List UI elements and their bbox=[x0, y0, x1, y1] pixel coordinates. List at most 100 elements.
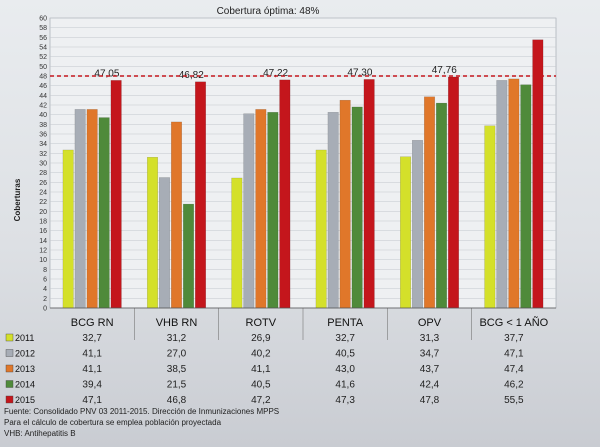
bar bbox=[231, 177, 243, 309]
y-tick-label: 0 bbox=[43, 306, 47, 313]
category-label: OPV bbox=[418, 317, 442, 329]
top-value-label: 47,30 bbox=[347, 67, 372, 78]
bar bbox=[363, 79, 375, 309]
source-note: Para el cálculo de cobertura se emplea p… bbox=[4, 418, 222, 427]
y-tick-label: 6 bbox=[43, 277, 47, 284]
legend-label: 2014 bbox=[15, 380, 35, 390]
bar bbox=[508, 78, 520, 309]
bar bbox=[532, 39, 544, 309]
y-tick-label: 58 bbox=[39, 25, 47, 32]
top-value-label: 47,05 bbox=[94, 68, 119, 79]
bar bbox=[327, 112, 339, 309]
bar bbox=[171, 121, 182, 309]
y-tick-label: 48 bbox=[39, 74, 47, 81]
table-value-label: 41,1 bbox=[82, 349, 102, 360]
bar bbox=[484, 125, 496, 309]
chart-title: Cobertura óptima: 48% bbox=[217, 6, 320, 17]
table-value-label: 47,3 bbox=[335, 395, 355, 406]
bar bbox=[147, 156, 158, 309]
legend-swatch bbox=[5, 364, 14, 373]
legend-label: 2015 bbox=[15, 395, 35, 405]
table-value-label: 31,3 bbox=[420, 333, 440, 344]
bar bbox=[74, 109, 86, 309]
top-value-label: 47,76 bbox=[432, 65, 457, 76]
y-tick-label: 54 bbox=[39, 45, 47, 52]
legend-swatch bbox=[5, 333, 14, 342]
y-tick-label: 32 bbox=[39, 151, 47, 158]
table-value-label: 46,8 bbox=[167, 395, 187, 406]
table-value-label: 55,5 bbox=[504, 395, 524, 406]
bar bbox=[315, 149, 327, 309]
category-label: BCG < 1 AÑO bbox=[479, 316, 548, 329]
table-value-label: 32,7 bbox=[82, 333, 102, 344]
legend-swatch bbox=[5, 395, 14, 404]
bar bbox=[255, 109, 267, 309]
y-tick-label: 30 bbox=[39, 161, 47, 168]
table-value-label: 21,5 bbox=[167, 380, 187, 391]
bar bbox=[424, 96, 435, 309]
table-value-label: 43,0 bbox=[335, 364, 355, 375]
y-tick-label: 14 bbox=[39, 238, 47, 245]
bar bbox=[520, 84, 532, 309]
y-tick-label: 34 bbox=[39, 141, 47, 148]
table-value-label: 39,4 bbox=[82, 380, 102, 391]
table-value-label: 47,4 bbox=[504, 364, 524, 375]
table-value-label: 43,7 bbox=[420, 364, 440, 375]
bar bbox=[448, 76, 459, 309]
bar bbox=[339, 99, 351, 309]
bar bbox=[496, 80, 508, 309]
y-tick-label: 50 bbox=[39, 64, 47, 71]
y-tick-label: 22 bbox=[39, 199, 47, 206]
bar bbox=[351, 106, 363, 309]
y-tick-label: 40 bbox=[39, 112, 47, 119]
category-label: VHB RN bbox=[156, 317, 198, 329]
category-label: BCG RN bbox=[71, 317, 114, 329]
y-tick-label: 36 bbox=[39, 132, 47, 139]
table-value-label: 41,1 bbox=[251, 364, 271, 375]
bar bbox=[86, 109, 98, 309]
table-value-label: 26,9 bbox=[251, 333, 271, 344]
y-tick-label: 4 bbox=[43, 286, 47, 293]
legend-swatch bbox=[5, 380, 14, 388]
y-tick-label: 16 bbox=[39, 228, 47, 235]
bar bbox=[436, 102, 447, 309]
bar bbox=[267, 112, 279, 309]
legend-label: 2012 bbox=[15, 349, 35, 359]
table-value-label: 40,5 bbox=[251, 380, 271, 391]
y-axis-label: Coberturas bbox=[13, 178, 22, 221]
y-tick-label: 12 bbox=[39, 248, 47, 255]
legend-label: 2013 bbox=[15, 364, 35, 374]
table-value-label: 40,5 bbox=[335, 349, 355, 360]
table-value-label: 47,8 bbox=[420, 395, 440, 406]
table-value-label: 42,4 bbox=[420, 380, 440, 391]
legend-swatch bbox=[5, 349, 14, 357]
bar bbox=[183, 203, 194, 309]
bar bbox=[412, 140, 423, 309]
bar bbox=[62, 149, 74, 309]
table-value-label: 34,7 bbox=[420, 349, 440, 360]
y-tick-label: 28 bbox=[39, 170, 47, 177]
category-label: ROTV bbox=[246, 317, 277, 329]
bar bbox=[110, 80, 122, 309]
table-value-label: 38,5 bbox=[167, 364, 187, 375]
bar bbox=[159, 177, 170, 309]
table-value-label: 37,7 bbox=[504, 333, 524, 344]
y-tick-label: 44 bbox=[39, 93, 47, 100]
table-value-label: 41,6 bbox=[335, 380, 355, 391]
y-tick-label: 38 bbox=[39, 122, 47, 129]
top-value-label: 47,22 bbox=[263, 68, 288, 79]
table-value-label: 27,0 bbox=[167, 349, 187, 360]
y-tick-label: 52 bbox=[39, 54, 47, 61]
table-value-label: 47,2 bbox=[251, 395, 271, 406]
source-note: Fuente: Consolidado PNV 03 2011-2015. Di… bbox=[4, 407, 279, 416]
y-tick-label: 56 bbox=[39, 35, 47, 42]
y-tick-label: 60 bbox=[39, 16, 47, 23]
y-tick-label: 42 bbox=[39, 103, 47, 110]
legend-label: 2011 bbox=[15, 333, 34, 343]
bar bbox=[400, 156, 411, 309]
bar bbox=[98, 117, 110, 309]
y-tick-label: 20 bbox=[39, 209, 47, 216]
category-label: PENTA bbox=[327, 317, 364, 329]
